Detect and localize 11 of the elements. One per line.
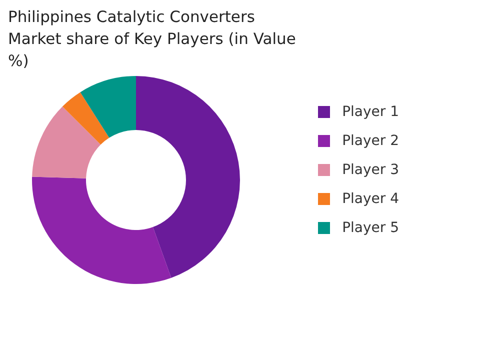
legend-label: Player 1 (342, 104, 399, 120)
legend-label: Player 5 (342, 220, 399, 236)
legend-label: Player 2 (342, 133, 399, 149)
donut-slice (32, 106, 101, 178)
legend-label: Player 4 (342, 191, 399, 207)
donut-slice (62, 92, 110, 145)
chart-title: Philippines Catalytic Converters Market share of Key Players (in Value %) (8, 7, 297, 72)
donut-slice (80, 76, 136, 138)
legend-label: Player 3 (342, 162, 399, 178)
donut-slice (136, 76, 240, 278)
donut-slice (32, 176, 172, 284)
